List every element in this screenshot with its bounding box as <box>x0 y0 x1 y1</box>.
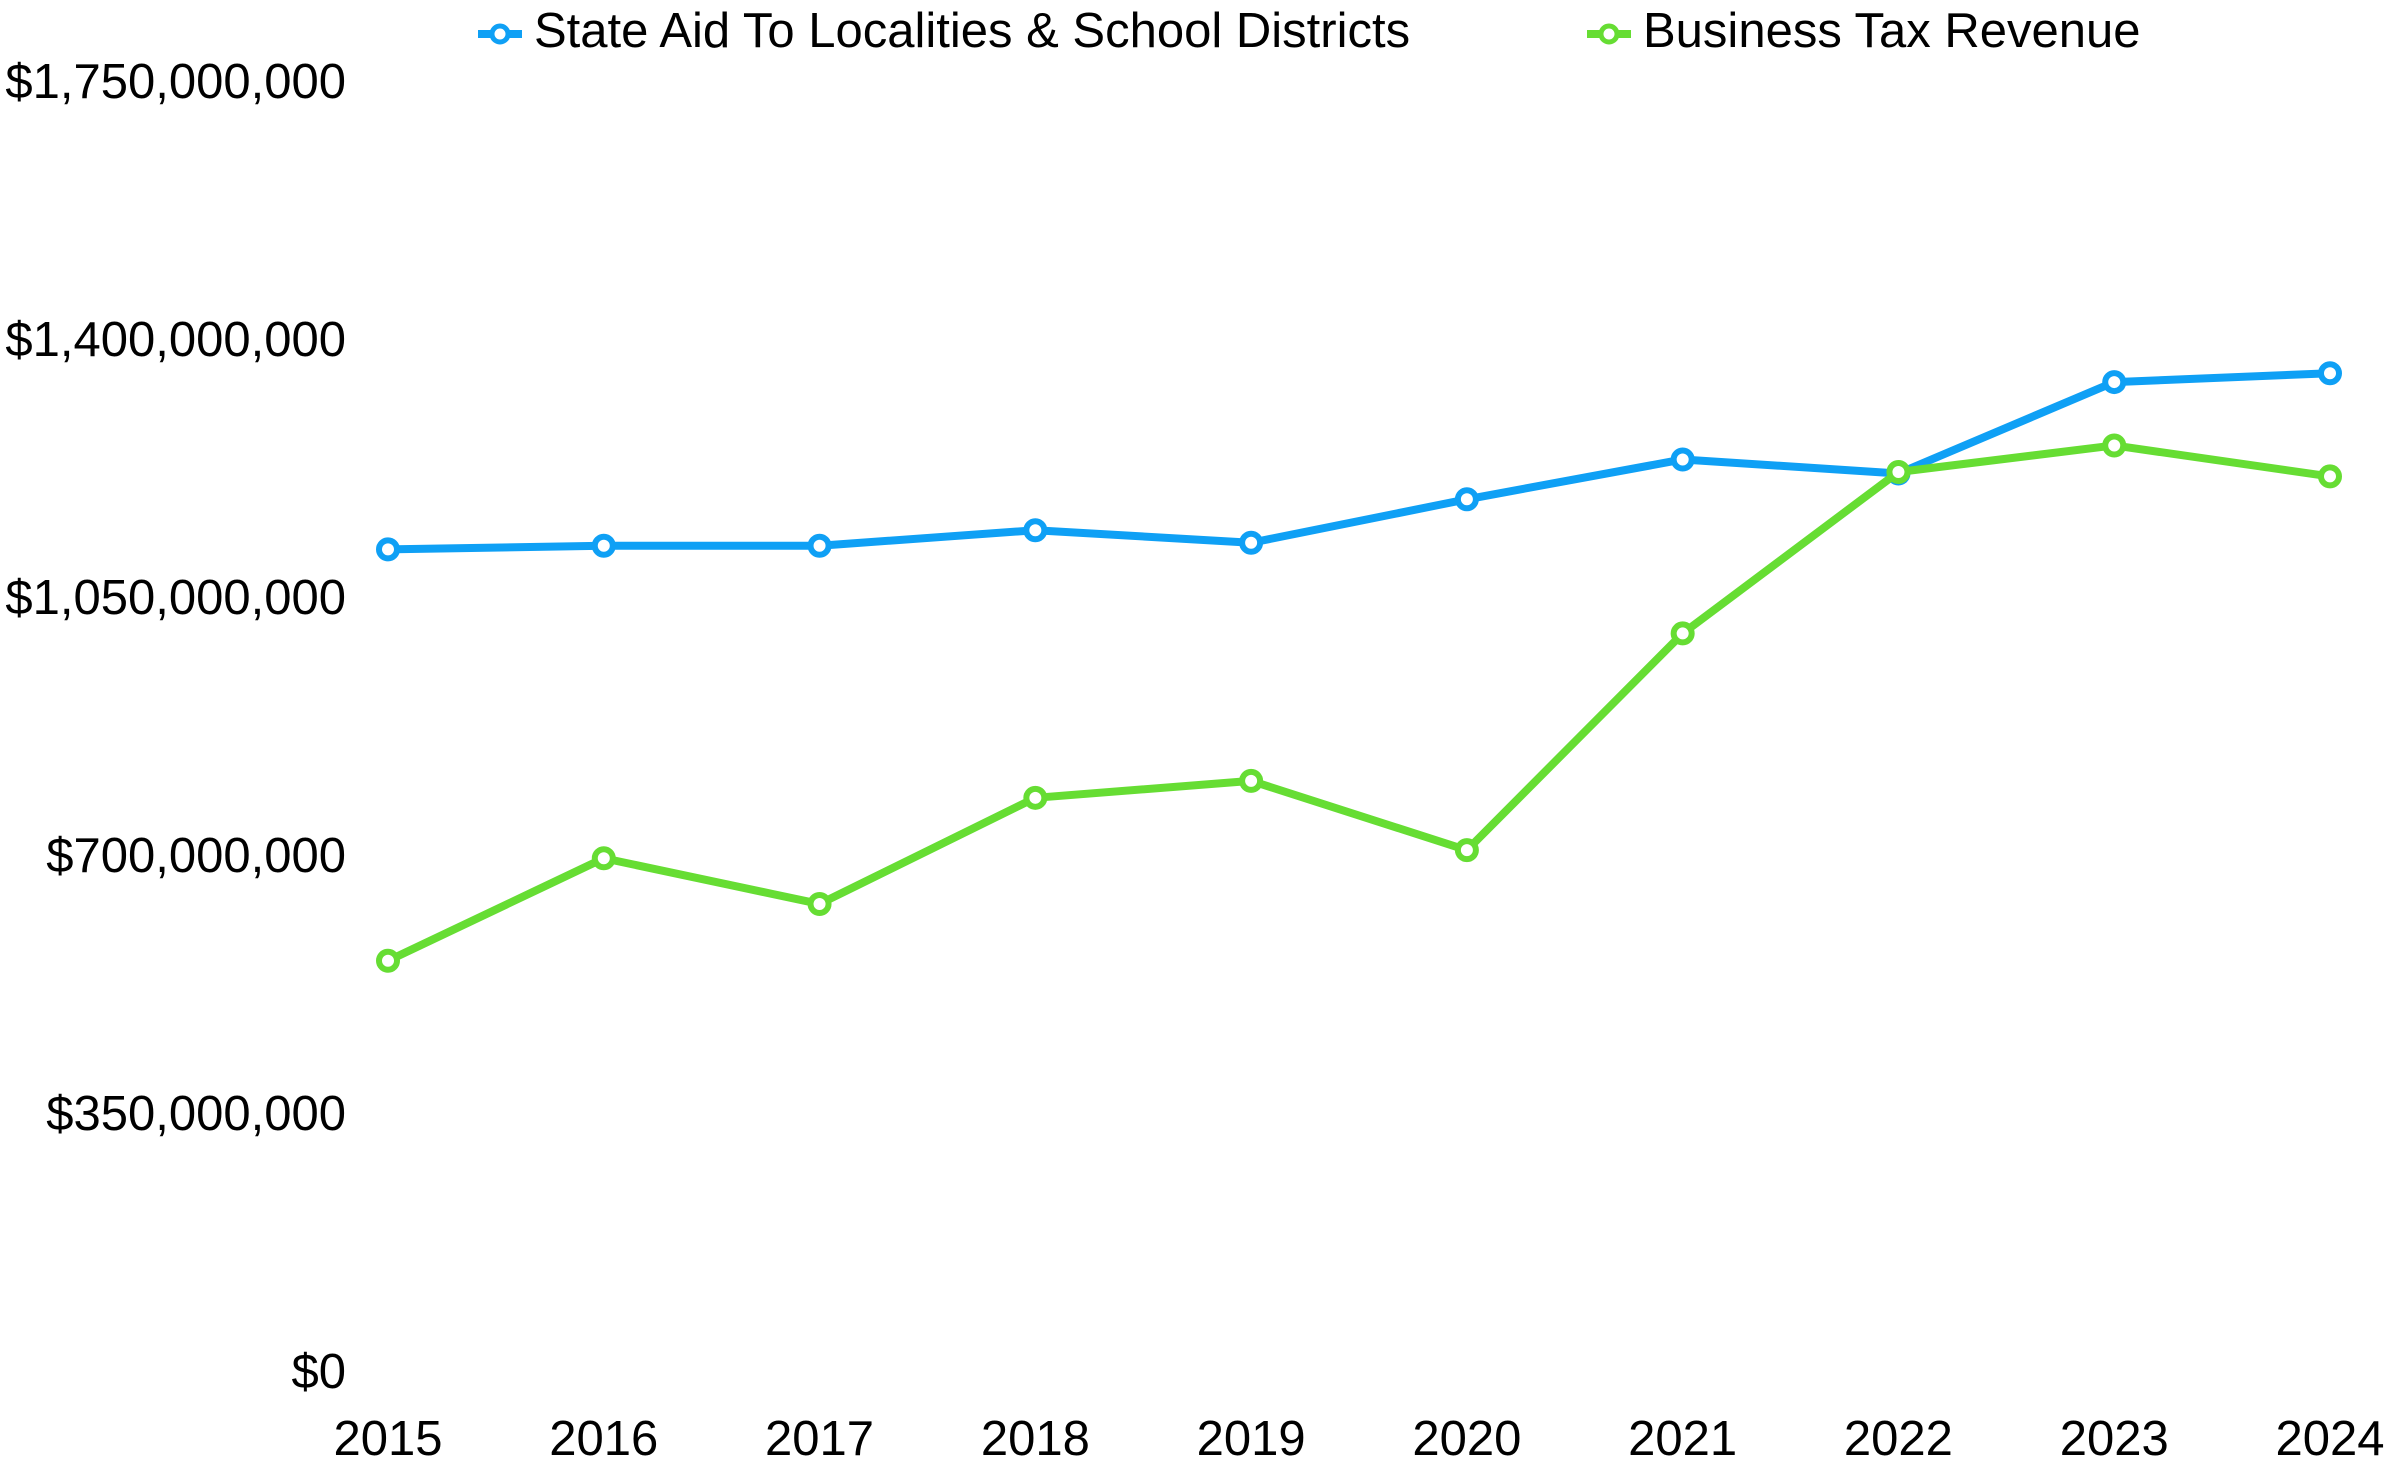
x-tick-label: 2022 <box>1844 1412 1953 1466</box>
y-tick-label: $1,750,000,000 <box>5 55 346 109</box>
data-point <box>2102 370 2127 395</box>
data-point <box>1023 785 1048 810</box>
legend-label: Business Tax Revenue <box>1643 4 2141 58</box>
series-line <box>387 369 2331 554</box>
legend-marker <box>1598 23 1620 45</box>
y-tick-label: $1,400,000,000 <box>5 313 346 367</box>
data-point <box>1023 518 1048 543</box>
data-point <box>1454 838 1479 863</box>
x-tick-label: 2018 <box>981 1412 1090 1466</box>
data-point <box>1454 487 1479 512</box>
x-tick-label: 2015 <box>333 1412 442 1466</box>
data-point <box>1239 530 1264 555</box>
data-point <box>591 846 616 871</box>
data-point <box>2318 464 2342 489</box>
y-tick-label: $1,050,000,000 <box>5 571 346 625</box>
x-tick-label: 2020 <box>1412 1412 1521 1466</box>
data-point <box>2102 433 2127 458</box>
data-point <box>2318 361 2342 386</box>
legend-label: State Aid To Localities & School Distric… <box>534 4 1410 58</box>
data-point <box>1239 768 1264 793</box>
legend-marker <box>489 23 511 45</box>
data-point <box>807 533 832 558</box>
x-tick-label: 2016 <box>549 1412 658 1466</box>
y-tick-label: $0 <box>291 1345 346 1399</box>
x-tick-label: 2024 <box>2275 1412 2384 1466</box>
data-point <box>1670 447 1695 472</box>
data-point <box>1886 460 1911 484</box>
y-tick-label: $350,000,000 <box>46 1087 346 1141</box>
x-tick-label: 2017 <box>765 1412 874 1466</box>
data-point <box>807 891 832 916</box>
data-point <box>376 948 400 973</box>
y-tick-label: $700,000,000 <box>46 829 346 883</box>
series-line <box>386 441 2331 965</box>
x-tick-label: 2021 <box>1628 1412 1737 1466</box>
x-tick-label: 2023 <box>2060 1412 2169 1466</box>
data-point <box>1670 621 1695 646</box>
x-tick-label: 2019 <box>1197 1412 1306 1466</box>
data-point <box>591 533 616 558</box>
data-point <box>376 537 400 562</box>
